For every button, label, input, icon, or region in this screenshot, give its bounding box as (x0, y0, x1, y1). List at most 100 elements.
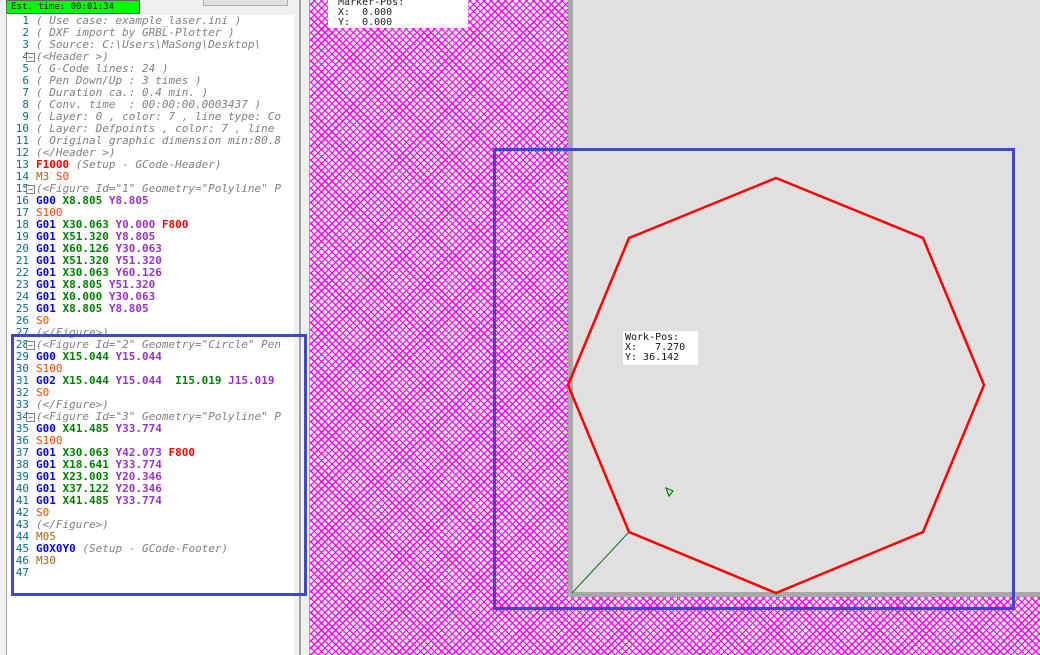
code-line[interactable]: G0X0Y0 (Setup - GCode-Footer) (36, 543, 228, 555)
code-line[interactable]: M3 S0 (36, 171, 69, 183)
fold-toggle-icon[interactable]: − (26, 413, 35, 422)
code-token: G01 (36, 230, 56, 243)
code-token: Y8.805 (108, 302, 149, 315)
code-line[interactable]: ( G-Code lines: 24 ) (36, 63, 168, 75)
code-line[interactable]: G01 X51.320 Y8.805 (36, 231, 155, 243)
code-token: S0 (36, 386, 50, 399)
code-token: G0X0Y0 (36, 542, 76, 555)
line-number: 44 (15, 530, 29, 543)
code-token: M30 (36, 554, 56, 567)
code-token: X30.063 (62, 446, 109, 459)
code-line[interactable]: S100 (36, 363, 63, 375)
code-token: Y33.774 (115, 422, 162, 435)
code-line[interactable]: (</Figure>) (36, 399, 109, 411)
code-token: Y42.073 (115, 446, 162, 459)
code-token: (</Figure>) (36, 518, 109, 531)
code-token: X8.805 (62, 278, 103, 291)
line-number: 16 (15, 194, 29, 207)
code-line[interactable]: (<Figure Id="1" Geometry="Polyline" P (36, 183, 281, 195)
fold-toggle-icon[interactable]: − (26, 53, 35, 62)
code-line[interactable]: G01 X30.063 Y60.126 (36, 267, 162, 279)
code-line[interactable]: G00 X41.485 Y33.774 (36, 423, 162, 435)
code-line[interactable]: G02 X15.044 Y15.044 I15.019 J15.019 (36, 375, 274, 387)
code-token: (Setup - GCode-Header) (75, 158, 222, 171)
line-number: 39 (15, 470, 29, 483)
code-line[interactable]: ( Use case: example_laser.ini ) (36, 15, 241, 27)
code-line[interactable]: S0 (36, 507, 49, 519)
code-line[interactable]: S100 (36, 207, 63, 219)
code-token: (<Header >) (36, 50, 109, 63)
code-line[interactable]: ( Conv. time : 00:00:00.0003437 ) (36, 99, 261, 111)
code-token: G00 (36, 194, 56, 207)
code-line[interactable]: S0 (36, 315, 49, 327)
line-number: 29 (15, 350, 29, 363)
code-token: X18.641 (62, 458, 109, 471)
preview-canvas[interactable]: Marker-Pos: X: 0.000 Y: 0.000 Work-Pos: X: … (310, 0, 1040, 655)
code-token: Y33.774 (115, 494, 162, 507)
code-line[interactable]: F1000 (Setup - GCode-Header) (36, 159, 221, 171)
code-token: G00 (36, 422, 56, 435)
code-line[interactable]: G01 X60.126 Y30.063 (36, 243, 162, 255)
code-line[interactable]: G01 X18.641 Y33.774 (36, 459, 162, 471)
code-token: S100 (36, 362, 63, 375)
line-number: 3 (22, 38, 29, 51)
splitter[interactable] (300, 0, 310, 655)
line-number: 41 (15, 494, 29, 507)
code-token: G01 (36, 278, 56, 291)
line-number: 21 (15, 254, 29, 267)
code-token: Y51.320 (108, 278, 156, 291)
code-line[interactable]: G00 X8.805 Y8.805 (36, 195, 149, 207)
toolbar-button[interactable] (203, 0, 288, 6)
code-line[interactable]: ( DXF import by GRBL-Plotter ) (36, 27, 235, 39)
code-line[interactable]: M05 (36, 531, 56, 543)
code-line[interactable]: S0 (36, 387, 49, 399)
line-number: 4 (7, 51, 29, 63)
code-line[interactable]: (<Header >) (36, 51, 109, 63)
code-line[interactable]: (<Figure Id="2" Geometry="Circle" Pen (36, 339, 281, 351)
line-number: 46 (15, 554, 29, 567)
line-number: 40 (15, 482, 29, 495)
code-line[interactable]: (</Header >) (36, 147, 115, 159)
travel-path (571, 531, 630, 594)
code-line[interactable]: G01 X0.000 Y30.063 (36, 291, 155, 303)
fold-toggle-icon[interactable]: − (26, 341, 35, 350)
line-number: 1 (22, 15, 29, 27)
selection-box (493, 148, 1015, 610)
line-number: 28 (15, 338, 29, 351)
code-line[interactable]: ( Source: C:\Users\MaSong\Desktop\ (36, 39, 261, 51)
code-line[interactable]: G01 X30.063 Y42.073 F800 (36, 447, 195, 459)
code-token: Y15.044 (115, 374, 162, 387)
code-line[interactable]: S100 (36, 435, 63, 447)
code-token: X23.003 (62, 470, 109, 483)
code-token: F1000 (36, 158, 70, 171)
code-line[interactable]: G00 X15.044 Y15.044 (36, 351, 162, 363)
code-line[interactable]: G01 X37.122 Y20.346 (36, 483, 162, 495)
code-line[interactable]: ( Original graphic dimension min:80.8 (36, 135, 281, 147)
line-number: 9 (22, 110, 29, 123)
code-line[interactable]: G01 X23.003 Y20.346 (36, 471, 162, 483)
code-line[interactable]: G01 X30.063 Y0.000 F800 (36, 219, 188, 231)
code-line[interactable]: ( Layer: 0 , color: 7 , line type: Co (36, 111, 281, 123)
code-line[interactable]: (</Figure>) (36, 519, 109, 531)
code-line[interactable]: (<Figure Id="3" Geometry="Polyline" P (36, 411, 281, 423)
code-line[interactable]: G01 X41.485 Y33.774 (36, 495, 162, 507)
code-line[interactable]: G01 X51.320 Y51.320 (36, 255, 162, 267)
code-line[interactable]: ( Layer: Defpoints , color: 7 , line (36, 123, 281, 135)
fold-toggle-icon[interactable]: − (26, 185, 35, 194)
code-token: X51.320 (62, 230, 109, 243)
code-line[interactable]: ( Duration ca.: 0.4 min. ) (36, 87, 208, 99)
code-token: Y33.774 (115, 458, 162, 471)
code-token: Y51.320 (115, 254, 162, 267)
code-line[interactable]: M30 (36, 555, 56, 567)
workpos-title: Work-Pos: (625, 332, 680, 343)
code-line[interactable]: G01 X8.805 Y51.320 (36, 279, 155, 291)
tool-position-icon (664, 486, 674, 498)
code-token: X30.063 (62, 266, 109, 279)
line-number: 2 (22, 26, 29, 39)
code-token (69, 158, 76, 171)
code-token: (<Figure Id="3" Geometry="Polyline" P (36, 410, 282, 423)
code-token: Y8.805 (108, 194, 149, 207)
code-token: ( Source: C:\Users\MaSong\Desktop\ (36, 38, 262, 51)
code-line[interactable]: G01 X8.805 Y8.805 (36, 303, 149, 315)
code-line[interactable]: ( Pen Down/Up : 3 times ) (36, 75, 202, 87)
